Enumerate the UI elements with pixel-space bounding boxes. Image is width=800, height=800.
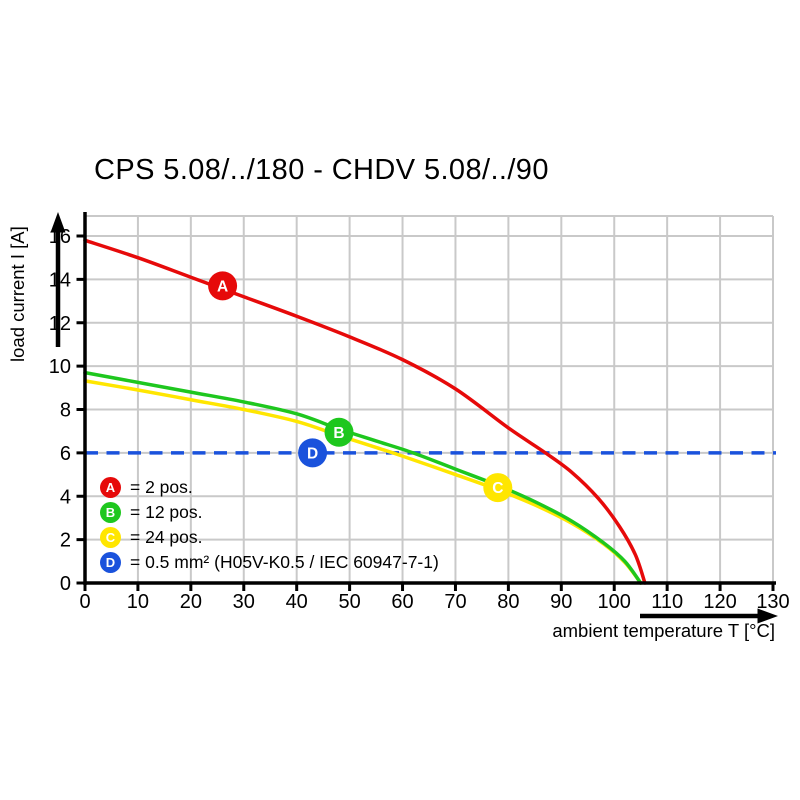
x-tick-label: 20 (180, 591, 202, 613)
legend-item-d: D = 0.5 mm² (H05V-K0.5 / IEC 60947-7-1) (100, 552, 439, 573)
curve-marker-letter-d: D (307, 445, 318, 462)
x-tick-label: 100 (598, 591, 631, 613)
x-tick-label: 40 (286, 591, 308, 613)
legend-marker-b-icon: B (100, 502, 121, 523)
legend-item-a: A = 2 pos. (100, 477, 439, 498)
legend-item-c: C = 24 pos. (100, 527, 439, 548)
x-tick-label: 80 (497, 591, 519, 613)
legend-label-d: = 0.5 mm² (H05V-K0.5 / IEC 60947-7-1) (130, 552, 439, 572)
x-tick-label: 130 (756, 591, 789, 613)
y-tick-label: 10 (49, 356, 71, 378)
curve-b (83, 370, 643, 585)
legend-label-c: = 24 pos. (130, 527, 203, 547)
y-tick-label: 16 (49, 226, 71, 248)
x-axis-arrow (640, 608, 778, 624)
y-tick-label: 14 (49, 269, 71, 291)
curve-marker-b (324, 417, 354, 447)
curve-marker-d (298, 438, 328, 468)
x-tick-label: 60 (391, 591, 413, 613)
legend-marker-a-icon: A (100, 477, 121, 498)
x-tick-label: 0 (79, 591, 90, 613)
legend: A = 2 pos. B = 12 pos. C = 24 pos. D = 0… (100, 477, 439, 573)
legend-marker-c-icon: C (100, 527, 121, 548)
x-axis-label: ambient temperature T [°C] (552, 620, 775, 641)
x-tick-label: 30 (233, 591, 255, 613)
y-tick-label: 2 (60, 530, 71, 552)
legend-label-b: = 12 pos. (130, 502, 203, 522)
curve-marker-letter-b: B (333, 425, 344, 442)
curve-marker-letter-a: A (217, 278, 228, 295)
legend-marker-d-icon: D (100, 552, 121, 573)
legend-label-a: = 2 pos. (130, 477, 193, 497)
y-tick-label: 4 (60, 486, 71, 508)
curve-a (83, 238, 647, 585)
y-tick-label: 8 (60, 400, 71, 422)
x-tick-label: 10 (127, 591, 149, 613)
x-tick-label: 90 (550, 591, 572, 613)
y-axis-arrow (50, 212, 66, 347)
y-axis-label: load current I [A] (7, 226, 28, 362)
curve-marker-c (483, 473, 513, 503)
y-tick-label: 12 (49, 313, 71, 335)
x-tick-label: 70 (444, 591, 466, 613)
x-tick-label: 50 (338, 591, 360, 613)
legend-item-b: B = 12 pos. (100, 502, 439, 523)
curve-marker-a (208, 271, 238, 301)
curve-marker-letter-c: C (492, 480, 503, 497)
x-tick-label: 120 (703, 591, 736, 613)
y-tick-label: 0 (60, 573, 71, 595)
x-tick-label: 110 (651, 591, 683, 613)
y-tick-label: 6 (60, 443, 71, 465)
chart-title: CPS 5.08/../180 - CHDV 5.08/../90 (94, 154, 549, 186)
